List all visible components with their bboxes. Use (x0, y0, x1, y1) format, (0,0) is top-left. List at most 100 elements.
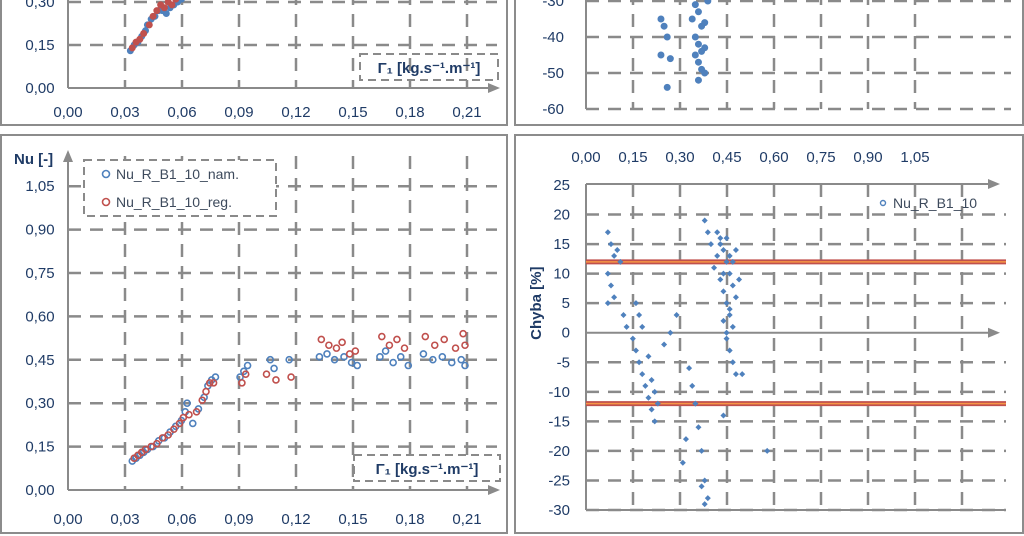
error-point (726, 252, 733, 259)
error-point (701, 69, 709, 77)
error-point (726, 312, 733, 318)
error-point (729, 282, 736, 289)
error-point (657, 15, 665, 23)
error-point (729, 258, 736, 265)
point-reg (332, 344, 341, 352)
point-nam (419, 350, 428, 358)
panel-bottom-right: 0,00 0,15 0,30 0,45 0,60 0,75 0,90 1,05 25 20 15 10… (514, 134, 1024, 534)
y-tick-label: -5 (557, 354, 570, 371)
error-point (729, 359, 736, 366)
y-tick-label: 0,75 (25, 265, 54, 282)
x-axis-head (488, 485, 500, 495)
error-point (701, 217, 708, 224)
error-point (686, 365, 693, 372)
point-reg (325, 341, 333, 350)
x-tick-label: 0,12 (281, 511, 310, 528)
x-tick-label: 0,15 (338, 104, 367, 121)
point-nam (447, 358, 456, 367)
error-point (729, 323, 736, 330)
error-point (704, 229, 711, 236)
point-nam (188, 419, 197, 428)
y-tick-label: 20 (553, 207, 570, 224)
point-nam (389, 358, 397, 367)
y-axis-label: Chyba [%] (528, 267, 545, 340)
point-reg (461, 341, 469, 350)
point-reg (128, 44, 136, 52)
error-point (694, 58, 702, 66)
point-reg (385, 341, 394, 350)
error-point (711, 264, 718, 271)
point-reg (185, 410, 193, 419)
y-tick-label: 0,45 (25, 352, 54, 369)
y-tick-label: -10 (548, 384, 570, 401)
x-axis-label: Γ₁ [kg.s⁻¹.m⁻¹] (378, 60, 481, 77)
point-nam (396, 353, 405, 361)
error-point (667, 329, 674, 336)
point-reg (170, 425, 178, 434)
point-nam (438, 353, 447, 361)
y-tick-label: -25 (548, 472, 570, 489)
point-reg (378, 332, 386, 341)
x-label-box (353, 454, 501, 482)
error-point (632, 347, 639, 354)
y-tick-label: -30 (542, 0, 564, 10)
point-reg (451, 344, 460, 352)
y-tick-label: 0,00 (25, 80, 54, 97)
error-point (732, 294, 739, 301)
error-point (698, 483, 705, 490)
y-tick-label: 15 (553, 236, 570, 253)
point-reg (272, 376, 280, 384)
point-reg (164, 431, 172, 439)
point-nam (330, 355, 339, 364)
point-reg (400, 344, 409, 352)
error-point (679, 459, 686, 466)
error-point (604, 300, 611, 307)
error-point (666, 55, 674, 63)
error-point (604, 229, 611, 236)
point-reg (158, 434, 167, 442)
error-point (620, 312, 627, 318)
error-point (698, 447, 705, 454)
y-tick-label: -15 (548, 413, 570, 430)
point-nam (285, 355, 293, 364)
error-point (695, 424, 702, 431)
y-tick-label: 0,15 (25, 439, 54, 456)
y-tick-label: 0,30 (25, 0, 54, 11)
error-point (707, 241, 714, 248)
error-point (623, 323, 630, 330)
error-point (723, 258, 730, 265)
legend-marker-nam (101, 169, 111, 179)
error-point (694, 76, 702, 84)
chart-bottom-left: 0,00 0,15 0,30 0,45 0,60 0,75 0,90 1,05 0,00 0,03… (14, 150, 501, 528)
x-tick-label: 0,12 (281, 104, 310, 121)
error-point (639, 323, 646, 330)
error-point (714, 229, 721, 236)
point-reg (141, 445, 150, 454)
point-reg (317, 335, 326, 344)
y-tick-label: 0,90 (25, 222, 54, 239)
y-tick-label: 0,60 (25, 308, 54, 325)
error-point (648, 406, 655, 413)
y-tick-label: 5 (562, 295, 570, 312)
panel-bottom-left: 0,00 0,15 0,30 0,45 0,60 0,75 0,90 1,05 0,00 0,03… (0, 134, 508, 534)
error-point (717, 276, 724, 283)
point-reg (238, 379, 246, 387)
point-reg (153, 7, 161, 15)
y-tick-label: 0,30 (25, 395, 54, 412)
point-reg (192, 408, 201, 416)
point-nam (457, 355, 466, 364)
error-point (723, 235, 730, 242)
x-axis-head (488, 83, 500, 93)
error-point (688, 15, 696, 23)
x-tick-label: 0,09 (224, 511, 253, 528)
error-point (739, 371, 746, 378)
x-tick-label: 0,18 (395, 104, 424, 121)
y-tick-label: -20 (548, 443, 570, 460)
x-tick-label: 0,60 (759, 149, 788, 166)
point-reg (145, 21, 153, 29)
point-reg (430, 341, 439, 350)
y-tick-label: 10 (553, 266, 570, 283)
x-tick-label: 0,06 (167, 511, 196, 528)
error-point (689, 382, 696, 389)
y-tick-label: -40 (542, 29, 564, 46)
